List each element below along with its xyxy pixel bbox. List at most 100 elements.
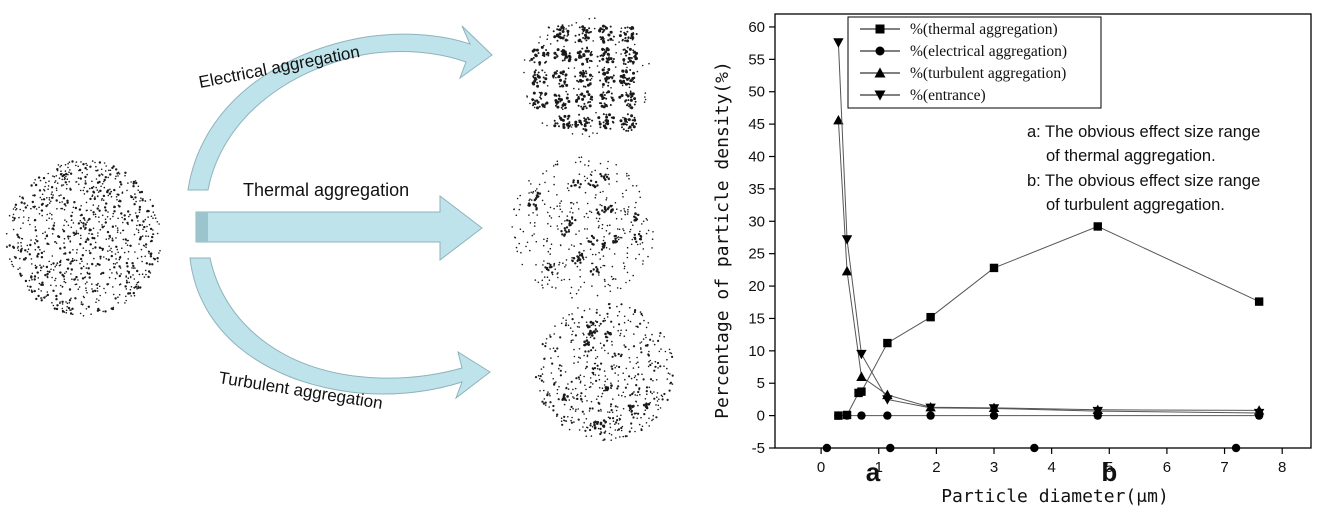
- particle-dot: [55, 298, 58, 301]
- particle-dot: [622, 48, 625, 51]
- particle-dot: [58, 194, 60, 197]
- particle-dot: [558, 261, 561, 264]
- particle-dot: [547, 190, 550, 193]
- particle-dot: [640, 416, 642, 419]
- particle-dot: [536, 84, 540, 88]
- particle-dot: [591, 98, 594, 101]
- particle-dot: [50, 200, 52, 203]
- particle-dot: [606, 330, 609, 333]
- particle-dot: [121, 216, 123, 219]
- particle-dot: [605, 199, 607, 201]
- particle-dot: [56, 304, 59, 307]
- particle-dot: [85, 289, 87, 292]
- particle-dot: [573, 355, 576, 358]
- particle-dot: [631, 38, 634, 41]
- particle-dot: [60, 207, 62, 210]
- particle-dot: [561, 423, 564, 426]
- particle-dot: [632, 49, 635, 52]
- particle-dot: [108, 245, 110, 248]
- particle-dot: [533, 48, 536, 52]
- particle-dot: [549, 263, 552, 267]
- particle-dot: [571, 24, 573, 26]
- particle-dot: [57, 164, 60, 166]
- particle-dot: [601, 424, 605, 427]
- particle-dot: [31, 278, 33, 281]
- particle-dot: [565, 264, 567, 266]
- particle-dot: [579, 380, 582, 383]
- particle-dot: [601, 98, 604, 101]
- particle-dot: [586, 36, 590, 40]
- particle-dot: [561, 233, 564, 236]
- particle-dot: [556, 194, 558, 196]
- particle-dot: [623, 208, 625, 210]
- particle-dot: [111, 239, 114, 242]
- particle-dot: [65, 220, 68, 223]
- particle-dot: [103, 186, 106, 189]
- particle-dot: [556, 33, 559, 37]
- particle-dot: [82, 247, 85, 249]
- particle-dot: [144, 269, 147, 272]
- particle-dot: [86, 221, 88, 223]
- particle-dot: [86, 263, 89, 265]
- particle-dot: [610, 92, 613, 95]
- particle-dot: [638, 237, 642, 241]
- particle-dot: [544, 404, 547, 406]
- particle-dot: [603, 389, 605, 392]
- particle-dot: [610, 382, 612, 385]
- particle-dot: [629, 57, 632, 59]
- particle-dot: [645, 336, 647, 339]
- particle-dot: [610, 403, 613, 406]
- particle-dot: [568, 121, 571, 124]
- particle-dot: [627, 82, 630, 85]
- particle-dot: [577, 208, 580, 210]
- particle-dot: [145, 246, 147, 249]
- particle-dot: [543, 276, 546, 278]
- particle-dot: [110, 190, 113, 193]
- particle-dot: [663, 336, 665, 338]
- particle-dot: [606, 224, 609, 227]
- particle-dot: [632, 392, 634, 394]
- particle-dot: [635, 33, 638, 35]
- particle-dot: [138, 243, 140, 245]
- particle-dot: [633, 391, 635, 393]
- particle-dot: [669, 352, 671, 354]
- particle-dot: [93, 197, 97, 201]
- particle-dot: [598, 368, 601, 371]
- particle-dot: [601, 209, 604, 212]
- particle-dot: [65, 175, 67, 178]
- particle-dot: [543, 260, 545, 262]
- particle-dot: [149, 255, 153, 258]
- particle-dot: [635, 412, 638, 415]
- particle-dot: [89, 197, 92, 201]
- particle-dot: [583, 175, 586, 178]
- particle-dot: [112, 293, 115, 296]
- particle-dot: [77, 177, 80, 179]
- particle-dot: [101, 224, 103, 226]
- particle-dot: [61, 303, 64, 305]
- particle-dot: [50, 268, 52, 271]
- particle-dot: [75, 230, 78, 232]
- particle-dot: [640, 351, 643, 354]
- particle-dot: [73, 234, 75, 237]
- particle-dot: [70, 226, 73, 229]
- particle-dot: [569, 124, 572, 126]
- particle-dot: [114, 263, 117, 265]
- particle-dot: [17, 245, 20, 248]
- particle-dot: [558, 75, 561, 78]
- particle-dot: [103, 178, 106, 182]
- particle-dot: [621, 84, 624, 87]
- particle-dot: [597, 116, 601, 120]
- data-point: [857, 411, 866, 420]
- particle-dot: [583, 26, 586, 29]
- particle-dot: [553, 333, 555, 335]
- particle-dot: [628, 409, 631, 412]
- particle-dot: [112, 215, 114, 218]
- particle-dot: [575, 99, 578, 103]
- particle-dot: [544, 104, 546, 107]
- particle-dot: [572, 396, 574, 398]
- particle-dot: [74, 278, 77, 280]
- particle-dot: [602, 121, 605, 124]
- particle-dot: [628, 105, 631, 108]
